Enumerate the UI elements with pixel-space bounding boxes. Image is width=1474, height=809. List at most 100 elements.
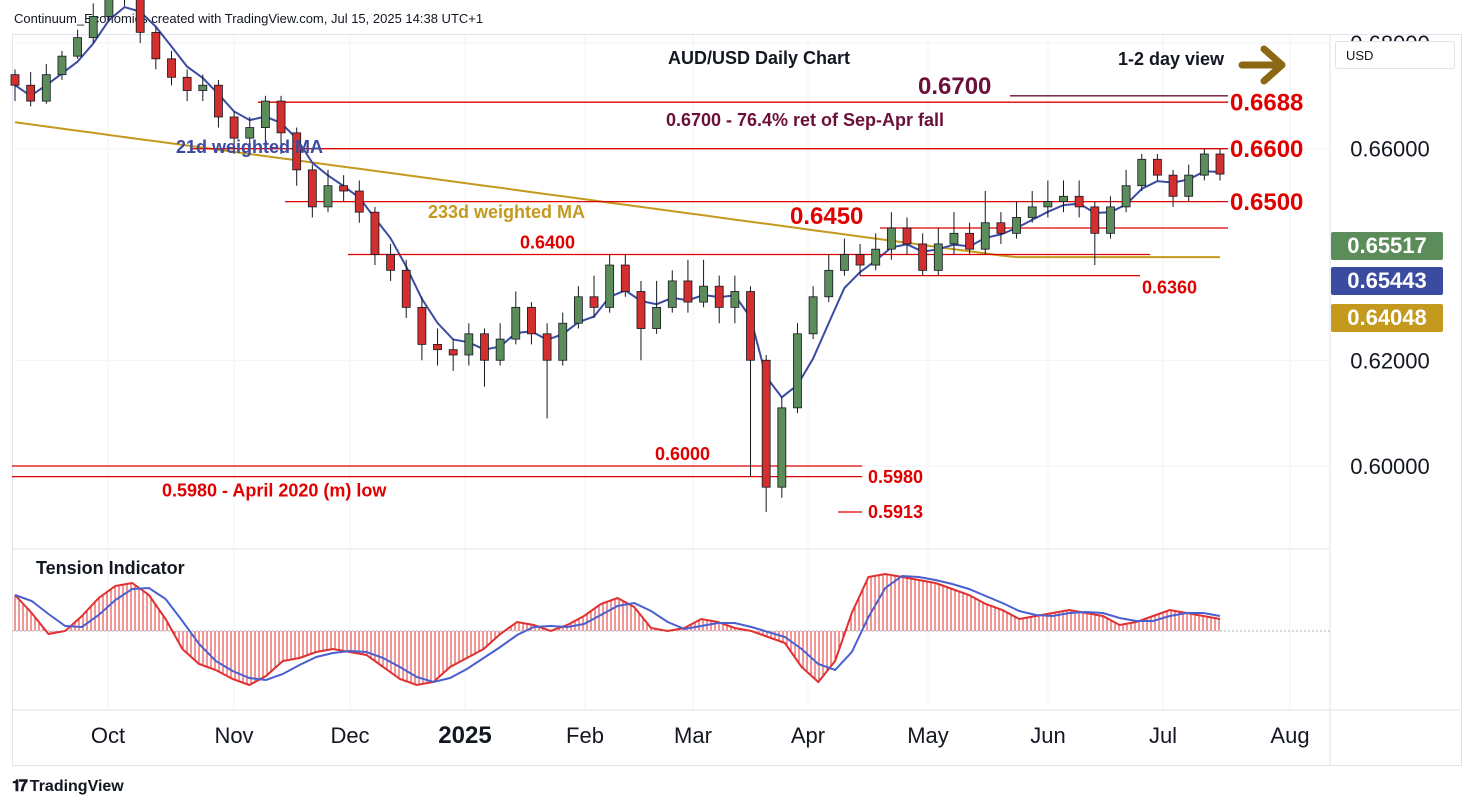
- level-label: 0.6500: [1230, 189, 1303, 216]
- candle: [323, 169, 333, 213]
- candle: [620, 254, 630, 297]
- candle-body-up: [558, 322, 568, 361]
- candle-body-down: [636, 291, 646, 329]
- last-price-badge: 0.65517: [1331, 232, 1443, 260]
- candle: [214, 79, 223, 128]
- candle-body-up: [260, 100, 270, 128]
- candle: [135, 0, 145, 43]
- currency-button[interactable]: USD: [1335, 41, 1455, 69]
- candle-body-up: [573, 296, 583, 324]
- tradingview-wordmark: TradingView: [29, 778, 124, 795]
- candle-body-down: [229, 116, 239, 139]
- level-label: 0.6400: [520, 232, 575, 252]
- candle-body-down: [182, 76, 192, 91]
- candle: [417, 296, 427, 361]
- candle: [370, 206, 380, 266]
- candle-body-down: [855, 254, 865, 266]
- candle-body-up: [1121, 185, 1131, 208]
- level-label: 0.6000: [655, 444, 710, 464]
- candle: [1184, 164, 1194, 202]
- candle-body-down: [354, 190, 364, 213]
- candle-body-down: [401, 269, 411, 308]
- tradingview-logo[interactable]: 𝟏𝟕 TradingView: [12, 778, 124, 796]
- candle: [182, 69, 192, 102]
- candle-body-down: [620, 264, 630, 292]
- candle: [652, 280, 662, 334]
- candle-body-up: [605, 264, 615, 308]
- candle-body-up: [464, 333, 474, 356]
- candle: [589, 275, 599, 318]
- candle: [401, 259, 411, 318]
- level-label: 0.6688: [1230, 90, 1303, 117]
- x-tick-label: Jul: [1149, 723, 1177, 748]
- chart-frame: [12, 34, 1462, 766]
- candle: [151, 27, 161, 70]
- candle-body-down: [386, 254, 395, 271]
- level-label: 0.5913: [868, 502, 923, 522]
- x-tick-label: Oct: [91, 723, 125, 748]
- candle: [918, 233, 928, 276]
- view-label: 1-2 day view: [1118, 49, 1225, 69]
- ma233-badge: 0.64048: [1331, 304, 1443, 332]
- candle-body-up: [871, 248, 881, 266]
- candle: [1153, 153, 1162, 181]
- candle: [558, 312, 568, 366]
- candle-body-up: [73, 37, 82, 57]
- candle-body-up: [886, 227, 896, 250]
- candle: [167, 50, 176, 86]
- candle: [10, 69, 20, 102]
- candle: [886, 212, 896, 260]
- candle-body-down: [448, 349, 458, 356]
- candle-body-down: [276, 100, 286, 134]
- candle: [511, 291, 521, 345]
- candle: [1215, 148, 1225, 181]
- candle: [1121, 169, 1131, 213]
- ma21-label: 21d weighted MA: [176, 137, 323, 157]
- candle-body-down: [996, 222, 1006, 234]
- candle-body-up: [730, 291, 740, 308]
- x-tick-label: Feb: [566, 723, 604, 748]
- candle: [714, 275, 724, 324]
- candle: [104, 0, 114, 22]
- level-label: 0.5980: [868, 467, 923, 487]
- candle-body-down: [26, 84, 36, 102]
- candle-body-down: [902, 227, 912, 245]
- candle-body-up: [198, 84, 208, 91]
- chart-caption: Continuum_Economics created with Trading…: [14, 11, 484, 26]
- candle-body-up: [1106, 206, 1115, 234]
- candle-body-down: [370, 211, 380, 255]
- candle: [1137, 153, 1147, 192]
- candle: [855, 243, 865, 276]
- candle-body-down: [1074, 195, 1084, 208]
- candle: [198, 74, 208, 102]
- candle: [980, 191, 990, 255]
- candle: [1059, 180, 1068, 213]
- indicator-histogram: [14, 574, 1220, 685]
- candle-body-up: [57, 55, 67, 76]
- candle: [527, 302, 536, 345]
- indicator-slow-line: [14, 574, 1221, 684]
- candle: [1074, 180, 1084, 218]
- candle: [965, 222, 975, 255]
- candle: [730, 275, 740, 324]
- candle-body-down: [135, 0, 145, 33]
- candle: [824, 254, 834, 303]
- candle-body-up: [88, 16, 98, 39]
- candle-body-up: [840, 254, 849, 271]
- candle-body-up: [1137, 158, 1147, 187]
- candle-body-up: [1027, 206, 1037, 218]
- candle-body-down: [292, 132, 302, 171]
- retracement-note: 0.6700 - 76.4% ret of Sep-Apr fall: [666, 110, 944, 130]
- candle: [41, 64, 51, 104]
- y-tick-label: 0.60000: [1350, 454, 1430, 479]
- candle-body-up: [511, 306, 521, 340]
- candle: [636, 280, 646, 361]
- candle: [683, 259, 693, 313]
- candle: [1012, 201, 1021, 239]
- candle: [57, 50, 67, 80]
- candle-body-up: [933, 243, 943, 271]
- x-tick-label: Dec: [330, 723, 369, 748]
- candle-body-up: [495, 338, 505, 361]
- ma233-line: [14, 121, 1220, 259]
